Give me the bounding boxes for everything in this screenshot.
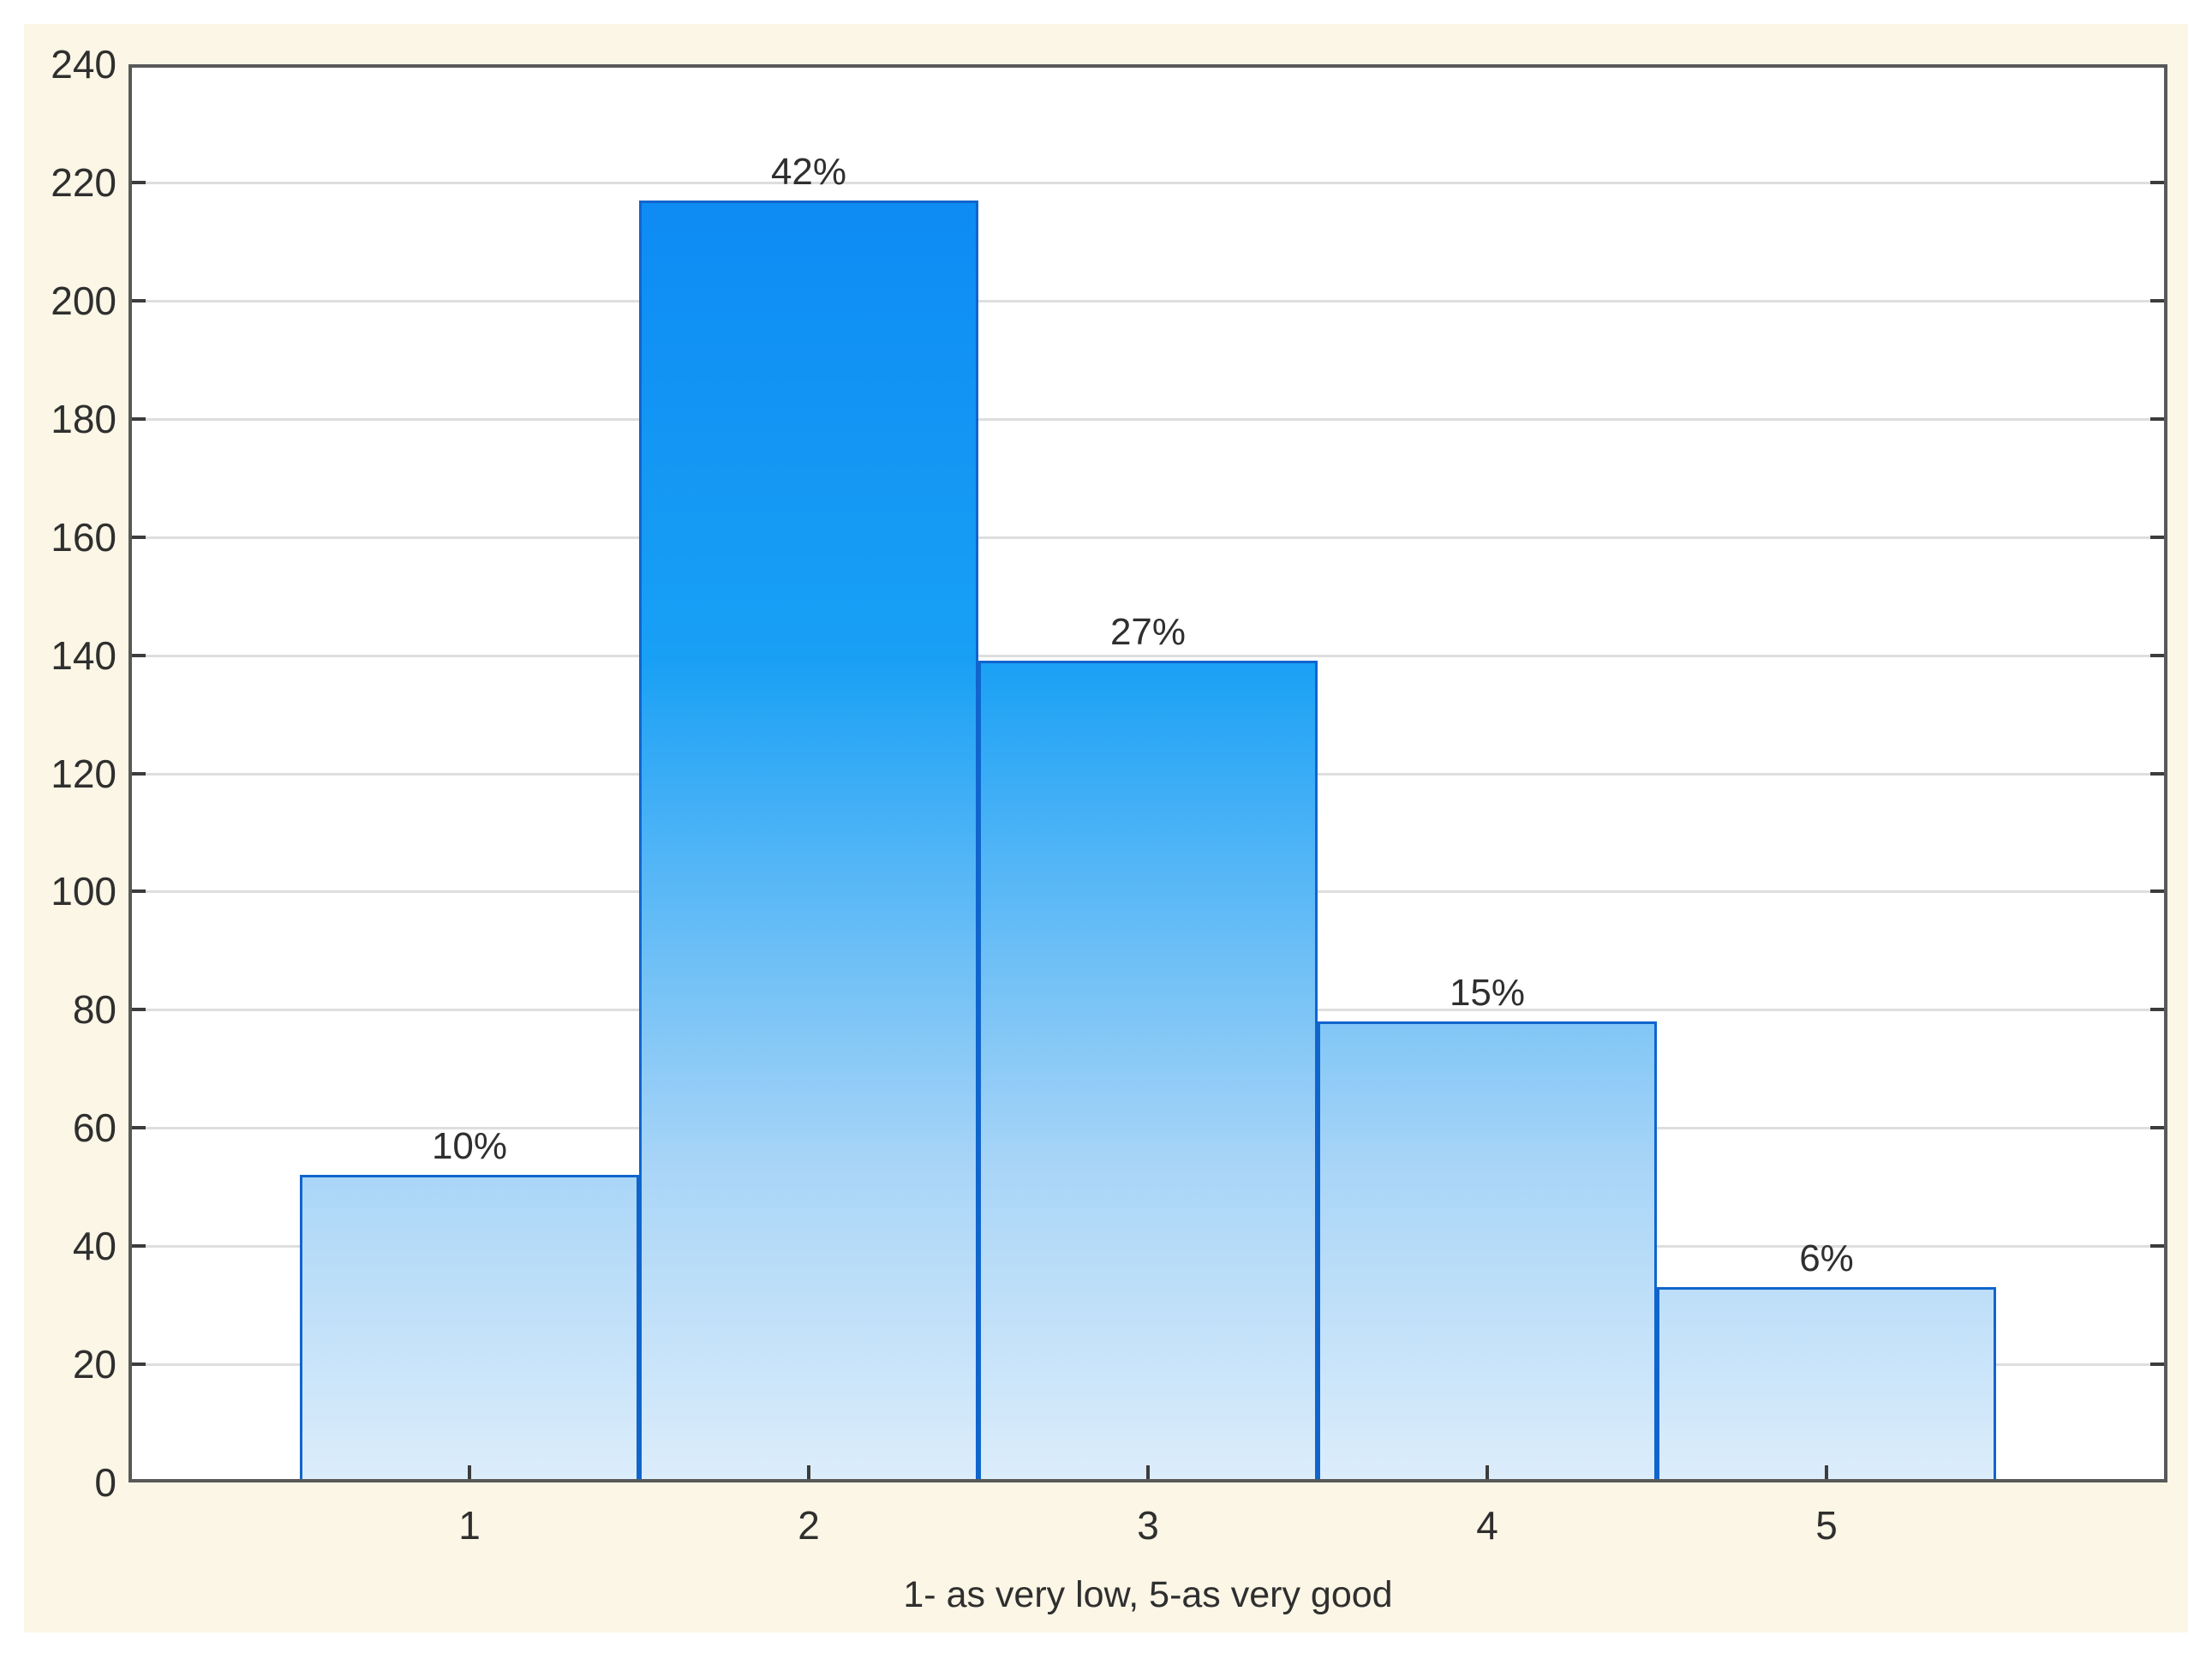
y-tick-label: 80 xyxy=(72,987,117,1033)
histogram-bar xyxy=(639,201,978,1482)
x-tick-mark xyxy=(468,1465,471,1479)
x-tick-label: 2 xyxy=(798,1503,820,1548)
y-tick-mark-right xyxy=(2150,535,2164,539)
histogram-bar xyxy=(300,1175,639,1482)
bar-value-label: 27% xyxy=(1109,611,1187,654)
y-tick-mark-right xyxy=(2150,889,2164,894)
histogram-bar xyxy=(978,661,1318,1482)
x-tick-mark xyxy=(1146,1465,1150,1479)
y-tick-mark-left xyxy=(132,771,146,776)
gridline xyxy=(132,654,2164,657)
y-tick-mark-right xyxy=(2150,180,2164,184)
plot-area xyxy=(129,64,2167,1482)
gridline xyxy=(132,181,2164,184)
y-tick-mark-right xyxy=(2150,1008,2164,1012)
y-tick-label: 40 xyxy=(72,1224,117,1269)
bar-value-label: 42% xyxy=(770,150,847,193)
y-tick-mark-right xyxy=(2150,416,2164,421)
y-tick-mark-left xyxy=(132,1008,146,1012)
y-tick-label: 0 xyxy=(94,1460,117,1505)
histogram-bar xyxy=(1318,1021,1657,1482)
gridline xyxy=(132,299,2164,302)
y-tick-label: 120 xyxy=(51,751,117,796)
y-tick-label: 160 xyxy=(51,514,117,560)
x-tick-mark xyxy=(1486,1465,1489,1479)
y-tick-label: 140 xyxy=(51,632,117,678)
x-tick-label: 1 xyxy=(458,1503,481,1548)
x-tick-label: 3 xyxy=(1137,1503,1159,1548)
x-tick-label: 5 xyxy=(1815,1503,1838,1548)
y-tick-mark-left xyxy=(132,653,146,657)
bar-value-label: 6% xyxy=(1799,1237,1854,1280)
bar-value-label: 15% xyxy=(1449,972,1526,1015)
x-tick-mark xyxy=(807,1465,810,1479)
y-tick-mark-left xyxy=(132,1363,146,1367)
y-tick-label: 220 xyxy=(51,159,117,205)
y-tick-label: 240 xyxy=(51,42,117,87)
y-tick-mark-left xyxy=(132,180,146,184)
x-axis-title: 1- as very low, 5-as very good xyxy=(903,1574,1393,1615)
y-tick-mark-right xyxy=(2150,298,2164,302)
histogram-bar xyxy=(1657,1287,1996,1482)
x-tick-mark xyxy=(1825,1465,1828,1479)
y-tick-mark-right xyxy=(2150,1126,2164,1130)
y-tick-label: 20 xyxy=(72,1342,117,1387)
y-tick-label: 200 xyxy=(51,278,117,323)
y-tick-label: 60 xyxy=(72,1105,117,1151)
y-tick-mark-left xyxy=(132,535,146,539)
bar-value-label: 10% xyxy=(431,1125,508,1168)
gridline xyxy=(132,417,2164,421)
y-tick-label: 180 xyxy=(51,396,117,441)
y-tick-mark-left xyxy=(132,416,146,421)
y-tick-mark-right xyxy=(2150,1244,2164,1249)
y-tick-mark-left xyxy=(132,889,146,894)
y-tick-label: 100 xyxy=(51,869,117,914)
gridline xyxy=(132,536,2164,539)
y-tick-mark-right xyxy=(2150,771,2164,776)
y-tick-mark-left xyxy=(132,298,146,302)
y-tick-mark-left xyxy=(132,1244,146,1249)
y-tick-mark-right xyxy=(2150,1363,2164,1367)
x-tick-label: 4 xyxy=(1476,1503,1498,1548)
y-tick-mark-right xyxy=(2150,653,2164,657)
y-tick-mark-left xyxy=(132,1126,146,1130)
